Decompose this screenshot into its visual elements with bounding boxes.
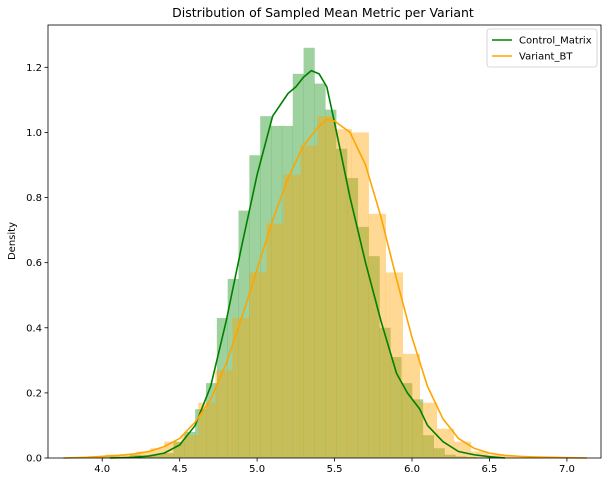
histogram-bar-Control_Matrix-8: [184, 431, 196, 458]
histogram-bar-Variant_BT-25: [487, 454, 506, 458]
histogram-Control_Matrix: [96, 47, 478, 459]
legend: Control_Matrix Variant_BT: [486, 28, 598, 68]
y-tick-label-5: 1.0: [26, 128, 42, 139]
histogram-bar-Control_Matrix-21: [325, 109, 337, 459]
y-tick-label-2: 0.4: [26, 323, 42, 334]
histogram-bar-Control_Matrix-17: [281, 125, 294, 459]
chart-title: Distribution of Sampled Mean Metric per …: [172, 5, 474, 20]
histogram-bar-Control_Matrix-9: [195, 409, 207, 458]
histogram-bar-Control_Matrix-26: [379, 327, 391, 458]
histogram-bar-Variant_BT-21: [419, 402, 438, 458]
histogram-bar-Variant_BT-3: [122, 454, 137, 458]
histogram-bar-Control_Matrix-33: [455, 456, 467, 458]
histogram-bar-Variant_BT-17: [351, 132, 369, 458]
legend-label-Control_Matrix: Control_Matrix: [519, 36, 592, 47]
histogram-bar-Variant_BT-10: [232, 318, 250, 458]
histogram-bar-Variant_BT-15: [317, 116, 335, 458]
histogram-bar-Control_Matrix-32: [444, 454, 456, 458]
histogram-bar-Control_Matrix-24: [357, 226, 369, 458]
y-axis-label: Density: [7, 222, 18, 260]
histogram-bar-Control_Matrix-10: [206, 383, 218, 458]
histogram-bar-Control_Matrix-22: [336, 148, 348, 458]
x-tick-label-1: 4.5: [172, 464, 188, 475]
histogram-bar-Control_Matrix-25: [368, 256, 380, 458]
histogram-Variant_BT: [88, 116, 557, 458]
histogram-bar-Control_Matrix-14: [249, 155, 261, 459]
histogram-bar-Control_Matrix-12: [227, 278, 239, 458]
histogram-bar-Variant_BT-14: [300, 145, 318, 458]
histogram-bar-Control_Matrix-19: [303, 47, 315, 458]
histogram-bar-Variant_BT-7: [181, 435, 199, 458]
legend-box: [486, 28, 598, 68]
histogram-bar-Control_Matrix-30: [422, 435, 434, 458]
histogram-bar-Variant_BT-8: [198, 402, 216, 458]
histogram-bar-Control_Matrix-5: [151, 454, 163, 458]
y-tick-label-0: 0.0: [26, 454, 42, 465]
histogram-bar-Control_Matrix-29: [412, 399, 424, 458]
histogram-bar-Control_Matrix-27: [390, 357, 402, 458]
histogram-bar-Control_Matrix-23: [346, 178, 359, 458]
histogram-bar-Control_Matrix-0: [96, 457, 109, 458]
histogram-bar-Variant_BT-11: [249, 272, 267, 458]
histogram-bar-Control_Matrix-6: [162, 453, 174, 458]
histogram-bar-Control_Matrix-31: [433, 448, 445, 458]
histogram-bar-Variant_BT-26: [504, 456, 523, 458]
histogram-bar-Control_Matrix-7: [173, 441, 185, 458]
histogram-bar-Control_Matrix-13: [238, 210, 250, 458]
histogram-bar-Variant_BT-18: [368, 213, 386, 458]
x-tick-label-3: 5.5: [327, 464, 343, 475]
histogram-bar-Variant_BT-13: [283, 174, 301, 458]
histogram-bar-Variant_BT-16: [334, 129, 352, 458]
y-tick-label-6: 1.2: [26, 63, 42, 74]
histogram-bar-Control_Matrix-4: [140, 456, 153, 458]
histogram-bar-Control_Matrix-15: [260, 116, 272, 458]
histogram-bar-Control_Matrix-16: [271, 125, 283, 459]
x-tick-label-5: 6.5: [482, 464, 498, 475]
x-tick-label-6: 7.0: [559, 464, 575, 475]
legend-label-Variant_BT: Variant_BT: [519, 52, 573, 63]
histogram-bar-Variant_BT-6: [164, 441, 182, 458]
histogram-bar-Control_Matrix-20: [314, 83, 326, 458]
histogram-bar-Control_Matrix-11: [216, 318, 228, 458]
histogram-bar-Control_Matrix-28: [401, 383, 413, 458]
histogram-bar-Variant_BT-5: [150, 448, 165, 458]
histogram-bar-Variant_BT-4: [136, 451, 151, 458]
x-tick-label-0: 4.0: [94, 464, 110, 475]
y-tick-label-4: 0.8: [26, 193, 42, 204]
histogram-bar-Control_Matrix-34: [466, 457, 478, 458]
x-tick-label-2: 5.0: [249, 464, 265, 475]
histogram-bar-Variant_BT-12: [266, 223, 284, 458]
y-tick-label-3: 0.6: [26, 258, 42, 269]
histogram-bar-Variant_BT-20: [402, 353, 421, 458]
kde-line-Variant_BT: [63, 118, 588, 459]
plot-area: 4.0 4.5 5.0 5.5 6.0 6.5 7.0 0.0 0.2 0.4 0.6 0.8 1.0 1…: [26, 24, 602, 475]
kde-line-Control_Matrix: [109, 69, 506, 459]
histogram-bar-Variant_BT-9: [215, 370, 233, 458]
y-tick-label-1: 0.2: [26, 388, 42, 399]
histogram-bar-Control_Matrix-18: [292, 73, 304, 458]
axes-frame: [47, 24, 602, 459]
x-tick-label-4: 6.0: [404, 464, 420, 475]
